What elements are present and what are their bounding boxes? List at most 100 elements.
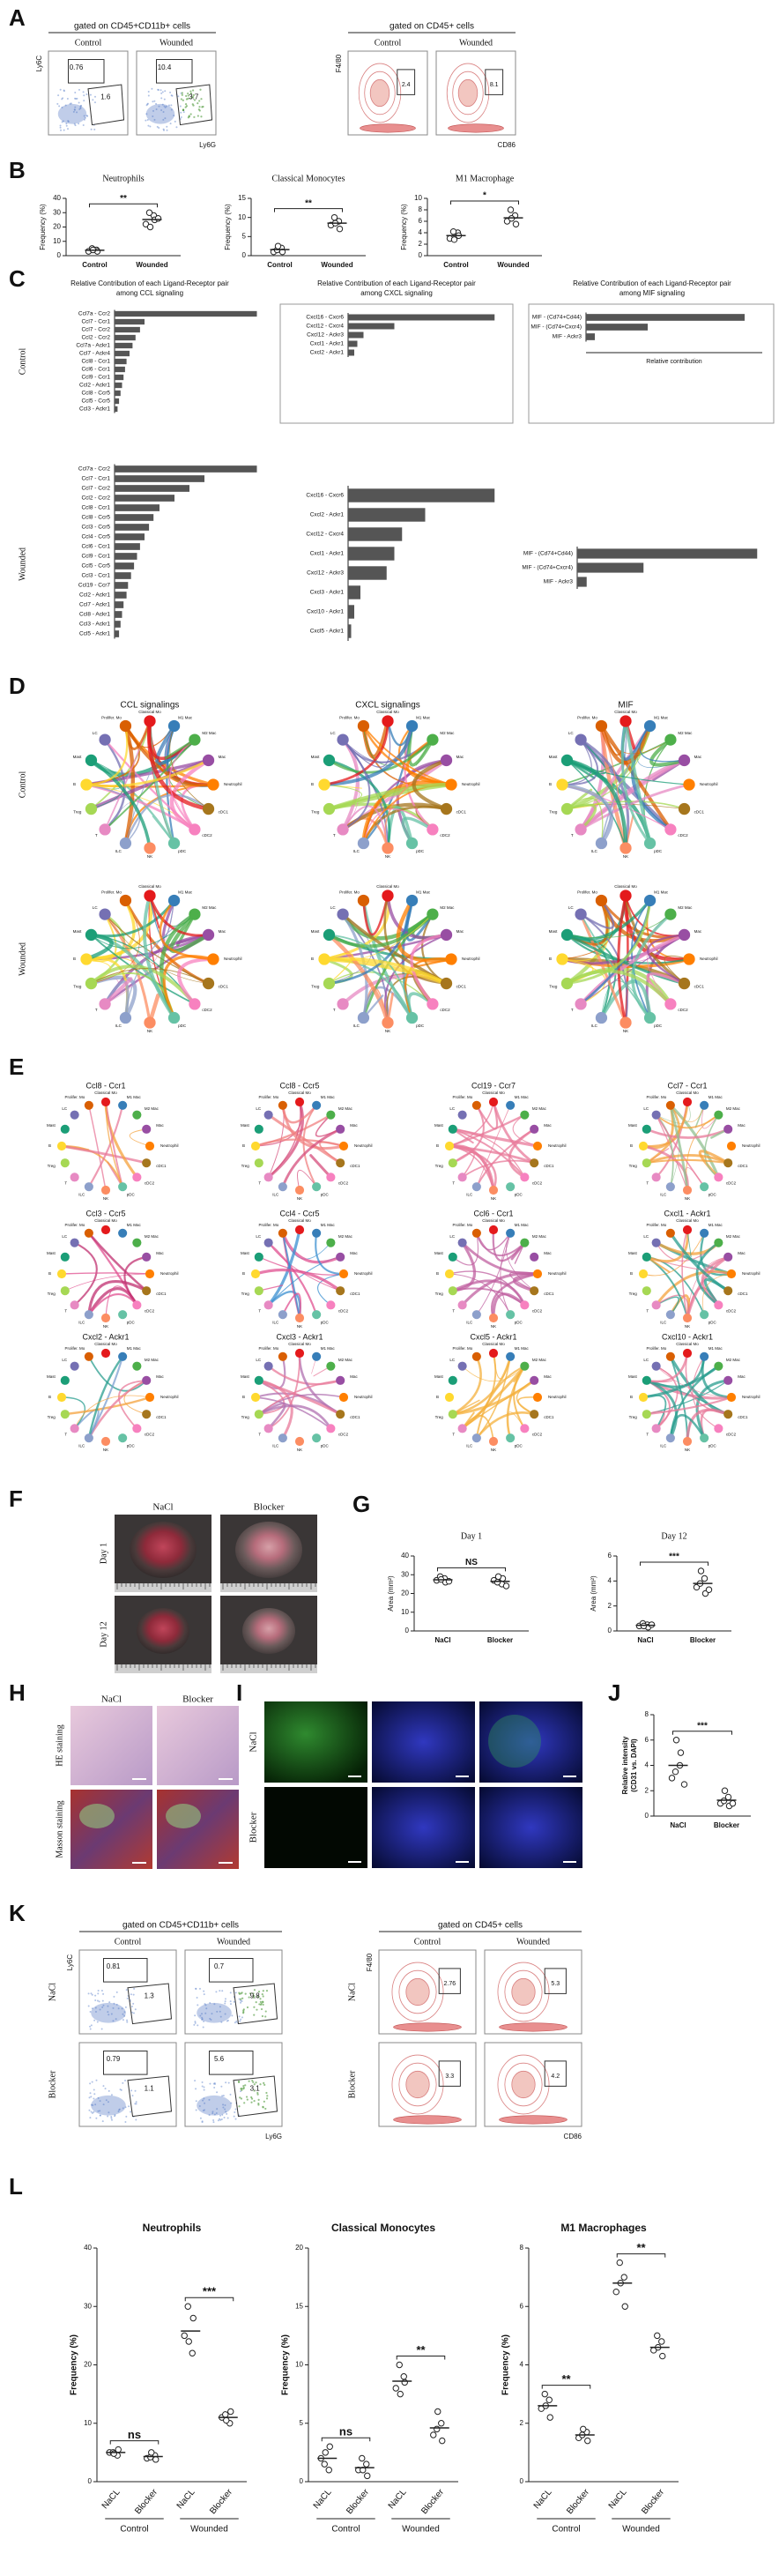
event-dot (253, 2100, 256, 2103)
panel-letter: L (9, 2173, 23, 2200)
event-dot (229, 2093, 232, 2096)
chord (567, 797, 604, 844)
bar-label: Ccl3 - Ccr1 (81, 573, 110, 579)
node-label: Prolifer. Mo (65, 1095, 85, 1099)
node-label: M1 Mac (321, 1346, 336, 1351)
chord (566, 969, 672, 1006)
node-label: M2 Mac (338, 1234, 353, 1239)
node-label: NK (623, 1029, 628, 1033)
gate (485, 69, 504, 95)
node-label: M2 Mac (532, 1106, 547, 1111)
chord (647, 934, 686, 985)
node-label: Treg (73, 985, 82, 989)
event-dot (203, 2097, 205, 2100)
data-point (274, 242, 282, 249)
event-dot (126, 1997, 129, 1999)
node-label: NK (297, 1196, 302, 1201)
cell-node (338, 1392, 349, 1403)
chord (91, 760, 125, 809)
node-label: B (48, 1271, 51, 1276)
node-label: Prolifer. Mo (259, 1223, 279, 1227)
group-label: Control (443, 261, 468, 269)
data-point (701, 1575, 709, 1582)
event-dot (87, 2005, 90, 2007)
gate-value: 1.6 (100, 93, 111, 101)
gate (87, 84, 125, 126)
cell-node (294, 1348, 305, 1359)
micrograph (479, 1701, 582, 1783)
cell-node (337, 733, 349, 746)
bar-label: Ccl8 - Ccr1 (81, 505, 110, 511)
event-dot (256, 2008, 258, 2011)
cell-node (144, 715, 156, 727)
node-label: Classical Mo (94, 1218, 117, 1223)
circle-title: Cxcl5 - Ackr1 (470, 1332, 516, 1341)
row-label: Wounded (18, 547, 27, 581)
event-dot (157, 89, 160, 92)
gate-value: 2.4 (402, 82, 411, 88)
node-label: ILC (466, 1444, 473, 1448)
node-label: Classical Mo (376, 884, 399, 889)
contour (511, 1977, 536, 2006)
cell-node (318, 778, 330, 791)
circle-title: Ccl8 - Ccr1 (85, 1081, 125, 1090)
node-label: Mac (544, 1374, 552, 1379)
event-dot (240, 1998, 242, 2000)
chord (323, 726, 414, 786)
event-dot (212, 2118, 215, 2121)
chord (74, 1395, 151, 1429)
event-dot (204, 2102, 206, 2104)
chord (566, 899, 651, 942)
chord (362, 808, 434, 844)
event-dot (203, 2088, 205, 2091)
cell-node (189, 908, 201, 920)
node-label: T (95, 1008, 98, 1012)
data-point (154, 215, 162, 222)
event-dot (251, 2079, 254, 2082)
event-dot (132, 2002, 135, 2005)
node-label: Mast (628, 1374, 638, 1379)
node-label: M2 Mac (726, 1106, 741, 1111)
event-dot (219, 1990, 221, 1992)
chord (362, 725, 452, 785)
node-label: NK (685, 1324, 690, 1329)
cell-node (665, 1182, 675, 1192)
cell-node (167, 719, 181, 733)
node-label: LC (256, 1234, 262, 1239)
event-dot (88, 2109, 91, 2111)
event-dot (238, 1998, 241, 2000)
cell-node (60, 1158, 70, 1168)
bar-title: among CCL signaling (116, 289, 183, 297)
column-label: Wounded (160, 38, 193, 48)
node-label: M1 Mac (416, 890, 431, 894)
chord (61, 1396, 85, 1429)
event-dot (167, 104, 170, 107)
event-dot (203, 1990, 205, 1992)
node-label: T (452, 1433, 455, 1437)
node-label: Mac (350, 1374, 358, 1379)
cell-node (678, 928, 691, 942)
x-axis-label: Relative contribution (646, 359, 702, 365)
cell-node (294, 1097, 305, 1107)
cell-node (488, 1097, 499, 1107)
event-dot (95, 2117, 98, 2119)
event-dot (215, 1991, 218, 1993)
bar (115, 398, 120, 405)
event-dot (78, 101, 80, 104)
node-label: Treg (48, 1415, 56, 1419)
group-label: NaCl (434, 1636, 450, 1644)
node-label: M1 Mac (178, 890, 193, 894)
node-label: cDC2 (145, 1309, 155, 1314)
event-dot (115, 1991, 118, 1993)
cell-node (427, 998, 439, 1010)
cell-node (619, 1016, 632, 1029)
column-label: Wounded (217, 1937, 250, 1947)
significance-bracket (541, 2385, 591, 2389)
event-dot (220, 2085, 223, 2088)
event-dot (160, 92, 163, 94)
bar-label: Ccl8 - Ccr5 (81, 515, 110, 521)
event-dot (110, 2094, 113, 2096)
bar (115, 390, 121, 397)
node-label: Mast (628, 1251, 638, 1255)
bar (348, 331, 364, 339)
